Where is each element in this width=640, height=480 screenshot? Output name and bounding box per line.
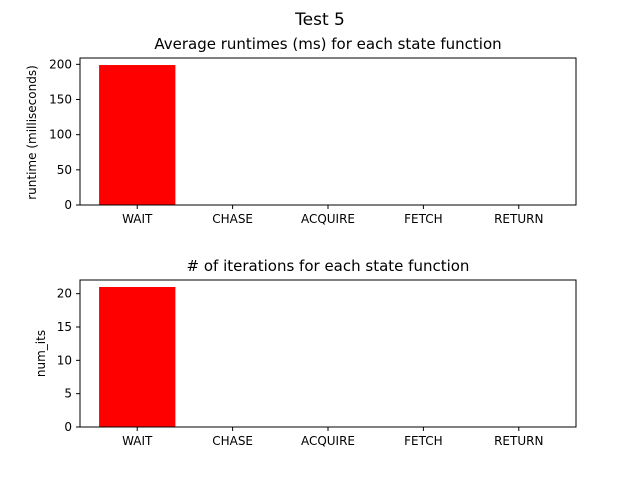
figure-suptitle: Test 5 <box>294 10 345 30</box>
iterations-bars <box>99 287 176 427</box>
iterations-y-ticks: 0 5 10 15 20 <box>57 287 80 434</box>
iterations-y-tick-label: 10 <box>57 353 72 367</box>
iterations-x-tick-label: WAIT <box>122 434 153 448</box>
runtime-x-tick-label: CHASE <box>212 212 253 226</box>
iterations-axes-frame <box>79 279 577 428</box>
runtime-y-ticks: 0 50 100 150 200 <box>49 57 80 212</box>
runtime-y-tick-label: 100 <box>49 128 72 142</box>
runtime-y-tick-label: 150 <box>49 92 72 106</box>
runtime-y-tick-label: 0 <box>64 198 72 212</box>
iterations-x-ticks: WAIT CHASE ACQUIRE FETCH RETURN <box>122 427 543 448</box>
iterations-y-tick-label: 20 <box>57 287 72 301</box>
runtime-x-tick-label: RETURN <box>494 212 543 226</box>
iterations-bar-wait <box>99 287 176 427</box>
runtime-bar-chart: Average runtimes (ms) for each state fun… <box>25 35 577 226</box>
runtime-bars <box>99 65 176 205</box>
iterations-x-tick-label: ACQUIRE <box>301 434 355 448</box>
iterations-bar-chart: # of iterations for each state function … <box>34 257 577 448</box>
iterations-y-tick-label: 5 <box>64 387 72 401</box>
runtime-y-tick-label: 50 <box>57 163 72 177</box>
iterations-y-tick-label: 0 <box>64 420 72 434</box>
runtime-axes-frame <box>79 57 577 206</box>
runtime-x-tick-label: ACQUIRE <box>301 212 355 226</box>
iterations-y-axis-label: num_its <box>34 330 48 377</box>
iterations-chart-title: # of iterations for each state function <box>187 257 470 275</box>
runtime-chart-title: Average runtimes (ms) for each state fun… <box>154 35 501 53</box>
iterations-y-tick-label: 15 <box>57 320 72 334</box>
runtime-x-tick-label: WAIT <box>122 212 153 226</box>
runtime-bar-wait <box>99 65 176 205</box>
runtime-y-tick-label: 200 <box>49 57 72 71</box>
iterations-x-tick-label: CHASE <box>212 434 253 448</box>
iterations-x-tick-label: FETCH <box>404 434 443 448</box>
runtime-x-ticks: WAIT CHASE ACQUIRE FETCH RETURN <box>122 205 543 226</box>
runtime-x-tick-label: FETCH <box>404 212 443 226</box>
runtime-y-axis-label: runtime (milliseconds) <box>25 65 39 200</box>
iterations-x-tick-label: RETURN <box>494 434 543 448</box>
